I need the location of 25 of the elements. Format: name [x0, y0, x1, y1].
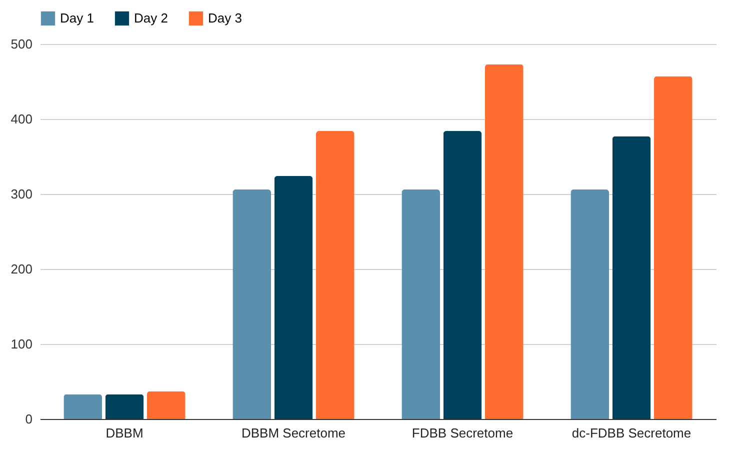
bar: [402, 190, 440, 419]
y-tick-label: 300: [10, 186, 32, 202]
y-tick-label: 400: [10, 112, 32, 126]
x-tick-label: FDBB Secretome: [412, 426, 514, 440]
bar: [443, 131, 482, 419]
legend-label: Day 1: [60, 10, 94, 26]
bar: [147, 391, 186, 419]
bar: [612, 136, 651, 419]
bar: [485, 64, 524, 419]
x-tick-label: DBBM Secretome: [241, 426, 346, 440]
legend-label: Day 2: [134, 10, 168, 26]
bar: [232, 190, 271, 419]
y-tick-label: 100: [10, 336, 32, 352]
legend-label: Day 3: [208, 10, 242, 26]
bar: [105, 394, 144, 419]
x-tick-label: DBBM: [106, 426, 144, 440]
y-tick-label: 200: [10, 262, 32, 276]
bar: [274, 176, 313, 419]
bar: [316, 131, 354, 419]
y-tick-label: 0: [25, 412, 32, 426]
x-tick-label: dc-FDBB Secretome: [572, 426, 692, 440]
y-tick-label: 500: [10, 36, 32, 52]
bar: [654, 76, 692, 419]
bar: [64, 394, 102, 419]
bar: [570, 190, 609, 419]
